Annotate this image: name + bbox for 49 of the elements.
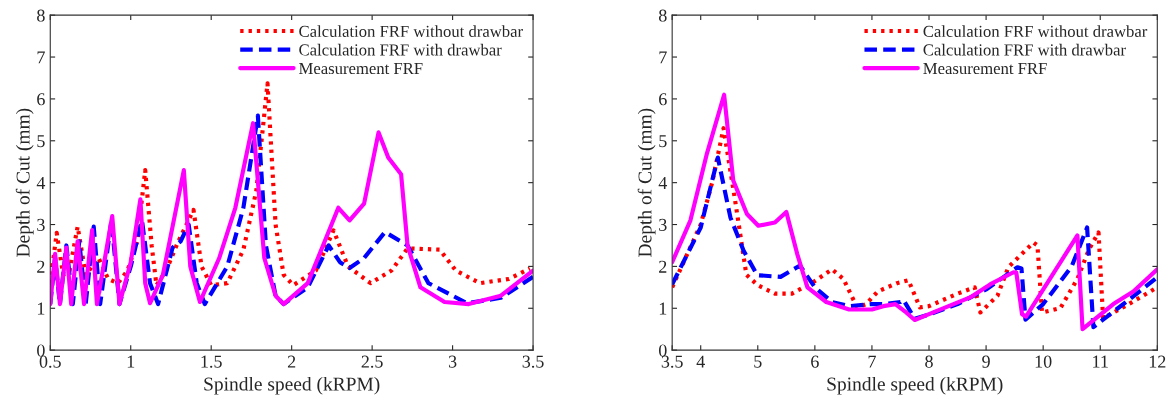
y-tick-label: 0 [658,344,667,357]
x-tick-label: 7 [868,355,876,368]
line-series [50,81,532,288]
x-tick-label: 11 [1093,355,1108,368]
x-tick-label: 8 [925,355,933,368]
x-tick-label: 1.5 [201,355,222,368]
y-tick-label: 5 [37,135,45,148]
y-tick-label: 5 [659,135,667,148]
y-tick-label: 3 [37,218,45,231]
x-tick-label: 2.5 [361,355,383,368]
y-axis-title: Depth of Cut (mm) [15,108,34,257]
x-tick-label: 1 [127,355,135,368]
y-tick-label: 3 [659,218,667,231]
x-tick-label: 2 [287,355,296,368]
y-tick-label: 1 [37,302,45,315]
y-tick-label: 7 [659,51,667,64]
x-axis-title: Spindle speed (kRPM) [827,376,1003,395]
x-tick-label: 3.5 [522,355,544,368]
legend-label: Calculation FRF with drawbar [923,43,1126,56]
y-tick-label: 8 [37,9,45,22]
x-tick-label: 0.5 [39,355,61,368]
y-tick-label: 2 [37,260,45,273]
y-tick-label: 4 [658,177,668,189]
y-tick-label: 2 [659,260,667,273]
x-tick-label: 6 [811,355,819,368]
y-tick-label: 8 [658,9,667,22]
y-tick-label: 6 [37,93,45,106]
y-tick-label: 6 [659,93,667,106]
legend-label: Calculation FRF with drawbar [299,43,502,56]
y-tick-label: 4 [36,177,46,189]
line-series [672,92,1158,332]
x-tick-label: 5 [754,355,762,368]
legend-label: Calculation FRF without drawbar [923,25,1148,37]
y-axis-title: Depth of Cut (mm) [637,108,656,257]
y-tick-label: 0 [37,344,45,357]
x-tick-label: 9 [982,355,990,368]
x-tick-label: 12 [1149,355,1166,368]
x-tick-label: 3 [448,355,457,368]
legend-label: Calculation FRF without drawbar [299,25,523,37]
legend-label: Measurement FRF [923,63,1047,75]
x-tick-label: 4 [696,355,705,368]
x-axis-title: Spindle speed (kRPM) [204,376,380,395]
x-tick-label: 10 [1035,355,1052,368]
y-tick-label: 7 [37,51,45,64]
line-series [672,155,1158,330]
line-series [672,126,1158,321]
legend-label: Measurement FRF [299,63,423,75]
y-tick-label: 1 [659,302,667,315]
x-tick-label: 3.5 [661,355,683,368]
